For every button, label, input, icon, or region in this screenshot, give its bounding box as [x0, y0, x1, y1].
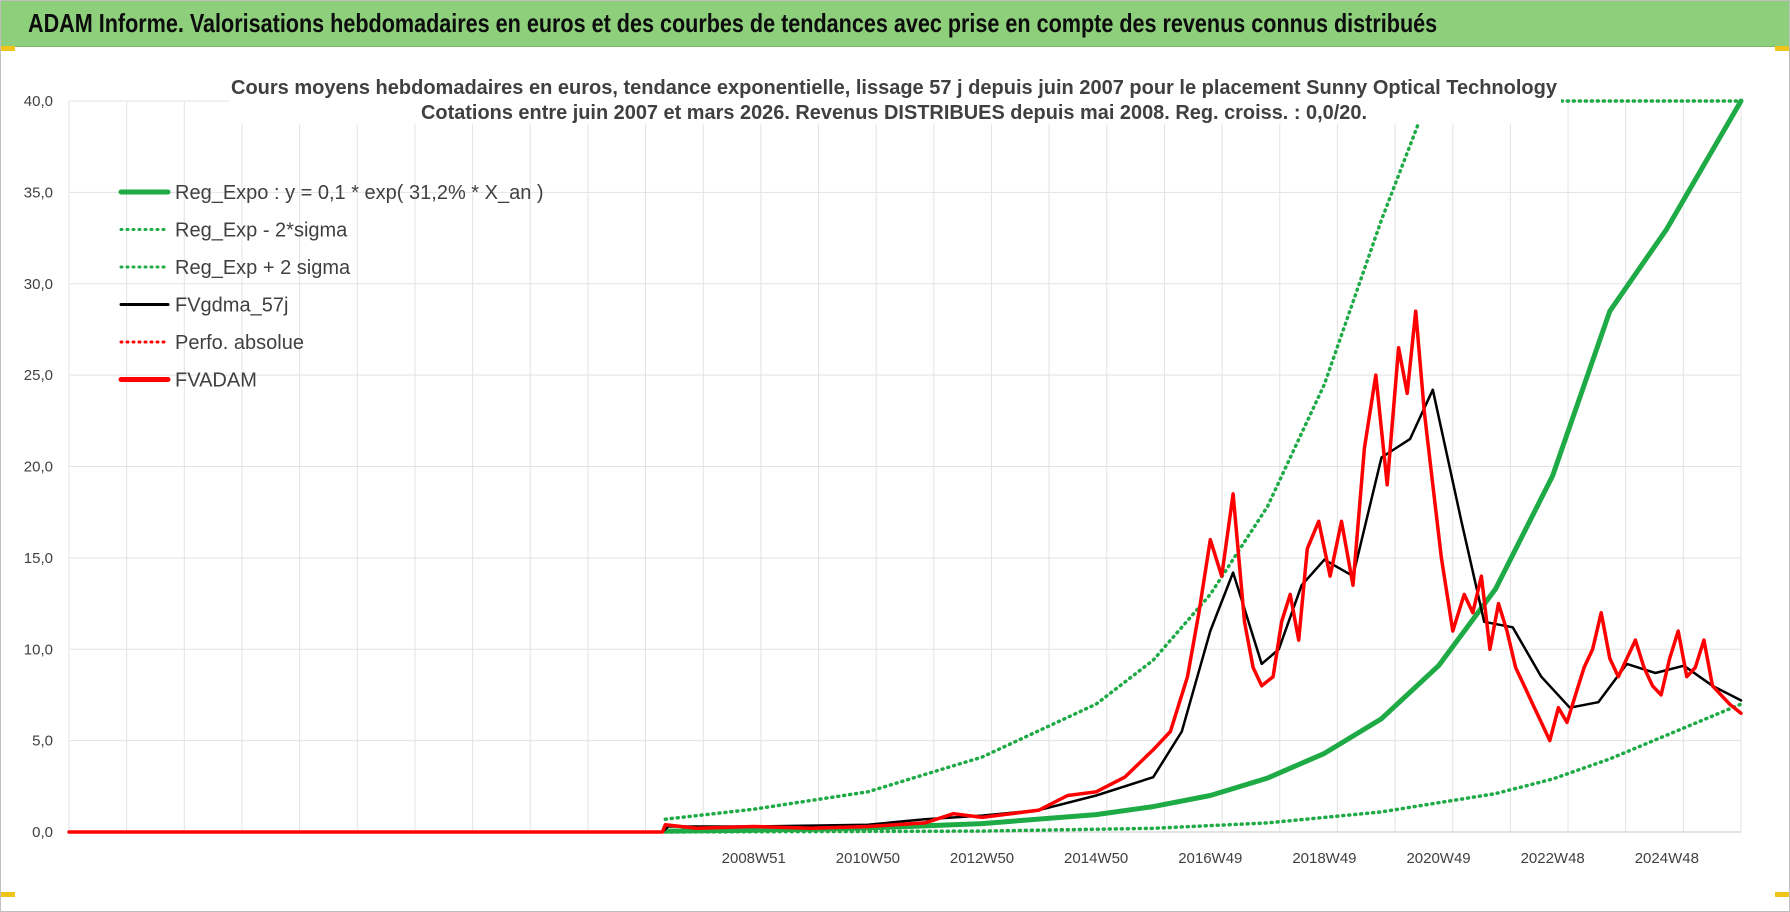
y-tick-label: 0,0 — [32, 824, 53, 841]
page-title: ADAM Informe. Valorisations hebdomadaire… — [28, 8, 1438, 38]
x-tick-label: 2012W50 — [950, 850, 1014, 867]
chart-title: Cours moyens hebdomadaires en euros, ten… — [231, 77, 1558, 99]
title-backdrop — [229, 70, 1561, 124]
legend-label: Reg_Exp - 2*sigma — [175, 220, 348, 242]
y-tick-label: 10,0 — [24, 641, 53, 658]
y-tick-label: 5,0 — [32, 733, 53, 750]
y-tick-label: 20,0 — [24, 459, 53, 476]
grid-lines — [68, 100, 1742, 833]
legend-label: Perfo. absolue — [175, 332, 304, 354]
x-tick-label: 2024W48 — [1635, 850, 1699, 867]
legend-label: FVgdma_57j — [175, 295, 288, 317]
corner-mark-top-left — [1, 46, 15, 51]
corner-mark-top-right — [1775, 46, 1789, 51]
header-banner: ADAM Informe. Valorisations hebdomadaire… — [1, 1, 1789, 47]
y-tick-label: 35,0 — [24, 184, 53, 201]
chart-area: 0,0 5,0 10,0 15,0 20,0 25,0 30,0 35,0 40,0 2008W… — [24, 70, 1744, 867]
y-tick-label: 30,0 — [24, 276, 53, 293]
legend: Reg_Expo : y = 0,1 * exp( 31,2% * X_an )… — [118, 182, 544, 392]
x-axis-ticks: 2008W51 2010W50 2012W50 2014W50 2016W49 2018W… — [722, 850, 1699, 867]
legend-label: FVADAM — [175, 370, 257, 392]
y-axis-ticks: 0,0 5,0 10,0 15,0 20,0 25,0 30,0 35,0 40,0 — [24, 93, 53, 841]
x-tick-label: 2008W51 — [722, 850, 786, 867]
series-reg-plus-2sigma — [663, 99, 1743, 821]
x-tick-label: 2018W49 — [1292, 850, 1356, 867]
series-fvgdma-57j — [67, 388, 1743, 834]
corner-mark-bottom-right — [1775, 892, 1789, 897]
corner-mark-bottom-left — [1, 892, 15, 897]
chart-subtitle: Cotations entre juin 2007 et mars 2026. … — [421, 102, 1367, 124]
series-lines — [67, 98, 1744, 834]
x-tick-label: 2016W49 — [1178, 850, 1242, 867]
x-tick-label: 2010W50 — [836, 850, 900, 867]
y-tick-label: 15,0 — [24, 550, 53, 567]
x-tick-label: 2022W48 — [1521, 850, 1585, 867]
y-tick-label: 25,0 — [24, 367, 53, 384]
series-reg-minus-2sigma — [663, 702, 1743, 834]
x-tick-label: 2014W50 — [1064, 850, 1128, 867]
x-tick-label: 2020W49 — [1406, 850, 1470, 867]
y-tick-label: 40,0 — [24, 93, 53, 110]
series-reg-expo — [662, 98, 1744, 834]
series-fvadam — [67, 309, 1743, 834]
legend-label: Reg_Exp + 2 sigma — [175, 257, 351, 279]
legend-label: Reg_Expo : y = 0,1 * exp( 31,2% * X_an ) — [175, 182, 544, 204]
